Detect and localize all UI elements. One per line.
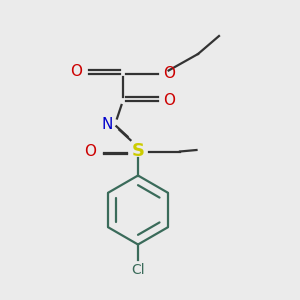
Text: O: O bbox=[85, 144, 97, 159]
Text: S: S bbox=[131, 142, 145, 160]
Text: Cl: Cl bbox=[131, 262, 145, 277]
Text: O: O bbox=[164, 66, 175, 81]
Text: O: O bbox=[70, 64, 83, 79]
Text: N: N bbox=[101, 117, 112, 132]
Text: O: O bbox=[164, 93, 175, 108]
